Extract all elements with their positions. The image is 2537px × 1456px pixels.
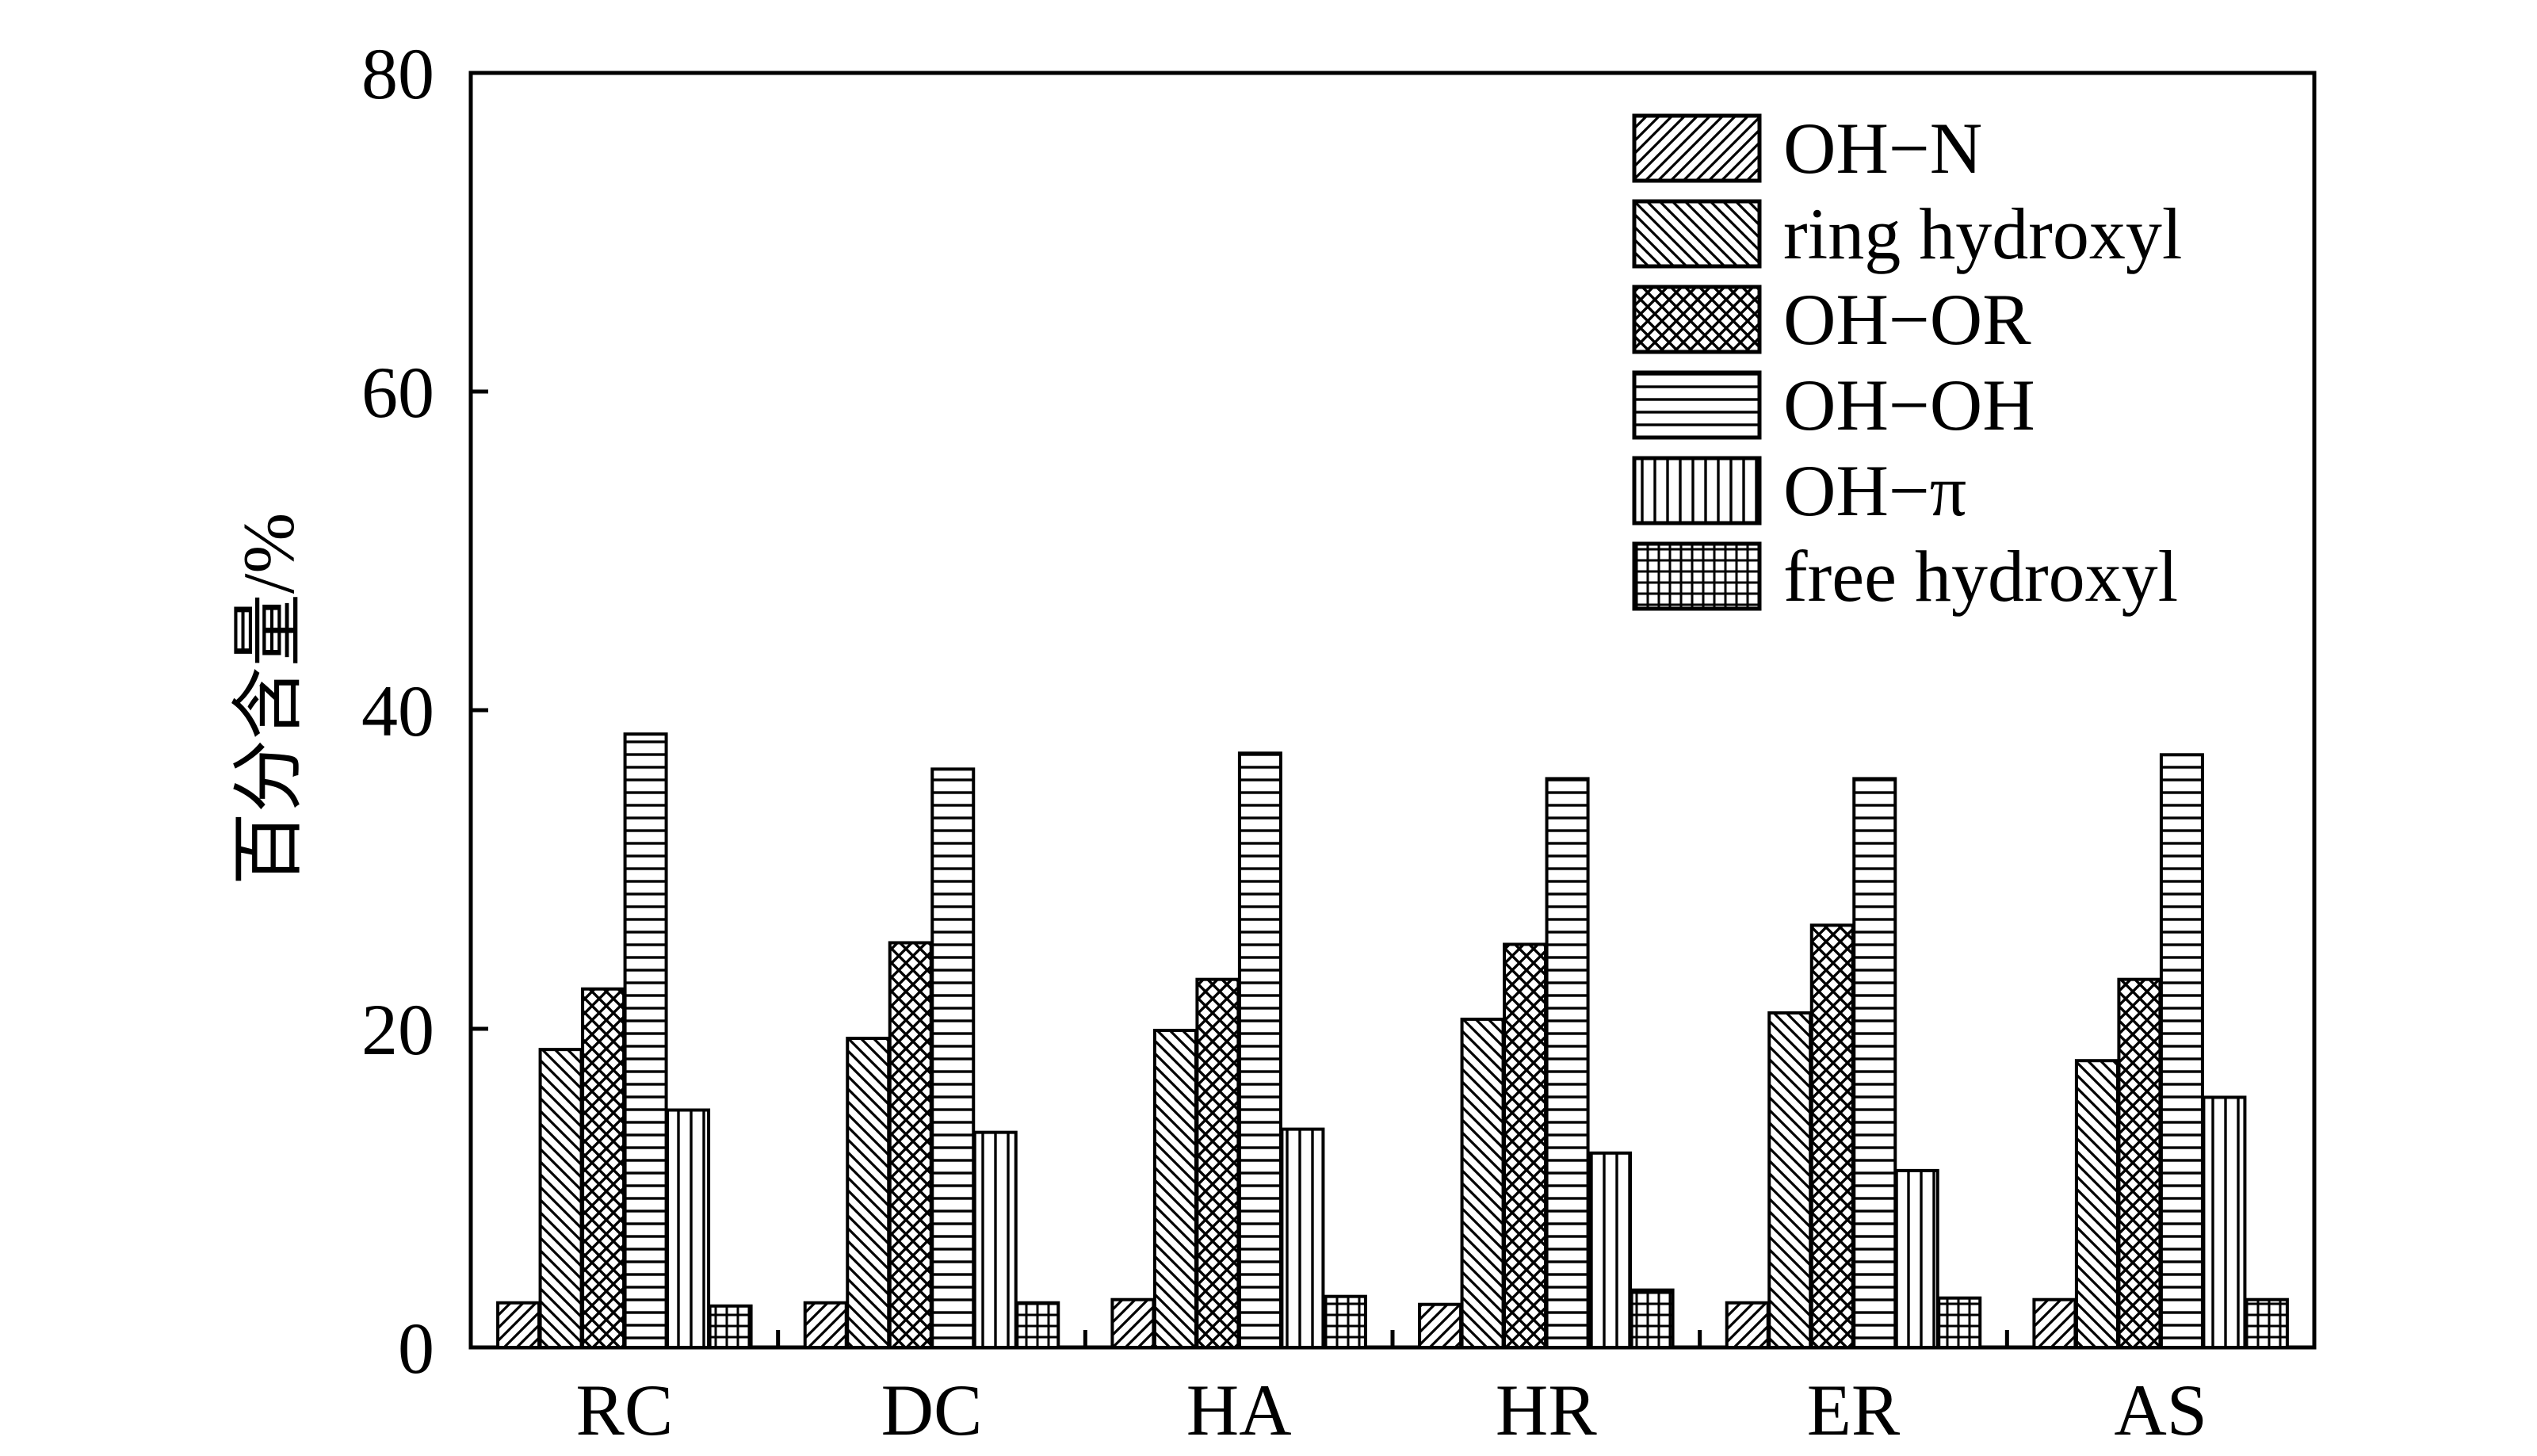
x-category-label: DC <box>881 1370 983 1450</box>
y-tick-labels: 0 20 40 60 80 <box>361 33 434 1389</box>
bar-as-3 <box>2159 753 2204 1349</box>
axis-ticks <box>471 71 2009 1350</box>
bar-hr-4 <box>1588 1151 1633 1350</box>
bar-dc-2 <box>888 941 933 1349</box>
x-tick-labels: RC DC HA HR ER AS <box>575 1370 2207 1450</box>
bar-hr-5 <box>1630 1288 1675 1350</box>
legend-label: ring hydroxyl <box>1783 193 2182 274</box>
bars <box>496 732 2289 1350</box>
x-category-label: HR <box>1496 1370 1597 1450</box>
bar-dc-0 <box>803 1301 848 1349</box>
legend-swatch <box>1632 456 1762 525</box>
x-category-label: RC <box>575 1370 673 1450</box>
bar-er-4 <box>1894 1168 1939 1350</box>
legend-label: free hydroxyl <box>1783 536 2178 617</box>
legend-swatch <box>1632 285 1762 354</box>
legend-label: OH−OR <box>1783 279 2031 360</box>
bar-hr-3 <box>1545 777 1590 1349</box>
bar-er-2 <box>1809 923 1855 1349</box>
x-category-label: AS <box>2114 1370 2207 1450</box>
legend-swatch <box>1632 113 1762 183</box>
bar-rc-2 <box>581 987 626 1349</box>
legend-swatch <box>1632 370 1762 440</box>
bar-ha-1 <box>1152 1029 1198 1349</box>
y-axis-title: 百分含量/% <box>228 513 309 885</box>
bar-rc-0 <box>496 1301 541 1349</box>
bar-as-5 <box>2244 1297 2289 1349</box>
y-tick-label: 80 <box>361 33 434 114</box>
legend-label: OH−π <box>1783 450 1966 531</box>
x-category-label: ER <box>1807 1370 1901 1450</box>
bar-hr-0 <box>1418 1302 1463 1349</box>
bar-rc-4 <box>666 1108 711 1349</box>
bar-as-4 <box>2202 1095 2247 1350</box>
bar-dc-3 <box>930 767 976 1349</box>
bar-ha-0 <box>1110 1297 1156 1349</box>
bar-rc-5 <box>708 1304 753 1349</box>
bar-dc-5 <box>1015 1301 1060 1349</box>
bar-ha-5 <box>1322 1294 1367 1350</box>
bar-rc-3 <box>623 732 668 1349</box>
x-category-label: HA <box>1186 1370 1292 1450</box>
bar-hr-1 <box>1460 1017 1505 1349</box>
bar-dc-4 <box>972 1130 1018 1350</box>
bar-rc-1 <box>538 1048 583 1349</box>
bar-er-1 <box>1767 1011 1813 1350</box>
bar-er-3 <box>1852 777 1897 1349</box>
bar-as-0 <box>2032 1297 2077 1349</box>
bar-er-5 <box>1937 1296 1982 1349</box>
bar-as-1 <box>2074 1059 2119 1349</box>
bar-as-2 <box>2117 977 2162 1349</box>
bar-er-0 <box>1725 1301 1770 1349</box>
legend-swatch <box>1632 199 1762 269</box>
bar-ha-3 <box>1237 751 1282 1349</box>
y-tick-label: 60 <box>361 352 434 433</box>
bar-ha-4 <box>1280 1127 1325 1349</box>
y-tick-label: 0 <box>398 1308 434 1389</box>
legend-label: OH−N <box>1783 108 1982 189</box>
y-tick-label: 40 <box>361 671 434 751</box>
legend-swatch <box>1632 541 1762 611</box>
bar-dc-1 <box>846 1037 891 1350</box>
bar-ha-2 <box>1195 977 1240 1349</box>
y-tick-label: 20 <box>361 989 434 1070</box>
bar-hr-2 <box>1503 942 1548 1349</box>
legend-label: OH−OH <box>1783 365 2035 445</box>
